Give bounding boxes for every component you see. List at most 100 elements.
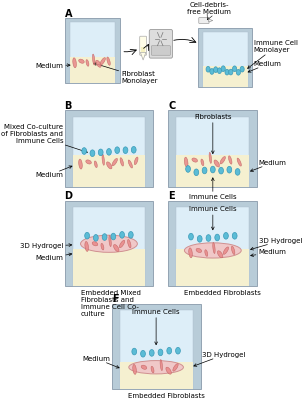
Circle shape (214, 67, 218, 72)
Circle shape (120, 232, 124, 238)
FancyBboxPatch shape (199, 18, 209, 23)
Text: Fibroblasts: Fibroblasts (194, 114, 232, 154)
Circle shape (206, 235, 211, 241)
Circle shape (107, 148, 111, 155)
Ellipse shape (107, 162, 112, 169)
Circle shape (128, 232, 133, 238)
Ellipse shape (134, 157, 138, 165)
Circle shape (219, 167, 223, 174)
Circle shape (123, 147, 128, 154)
Text: Medium: Medium (248, 61, 282, 72)
Text: Fibroblast
Monolayer: Fibroblast Monolayer (94, 63, 158, 84)
Circle shape (131, 146, 136, 153)
Circle shape (206, 66, 210, 72)
Bar (120, 310, 193, 389)
Text: Cell-debris-
free Medium: Cell-debris- free Medium (188, 2, 231, 15)
Ellipse shape (220, 156, 225, 164)
Ellipse shape (79, 159, 82, 169)
Bar (112, 304, 201, 389)
FancyBboxPatch shape (140, 36, 146, 55)
Circle shape (202, 167, 207, 174)
Ellipse shape (86, 60, 89, 66)
Bar (176, 155, 249, 186)
Ellipse shape (81, 235, 137, 252)
Text: Medium: Medium (251, 249, 287, 256)
Ellipse shape (151, 366, 154, 373)
Polygon shape (209, 19, 213, 22)
Circle shape (141, 350, 145, 357)
Ellipse shape (214, 160, 220, 167)
Circle shape (186, 166, 191, 172)
Ellipse shape (109, 236, 111, 246)
Circle shape (188, 233, 193, 240)
Bar (72, 248, 145, 286)
Circle shape (236, 70, 240, 75)
Ellipse shape (192, 158, 198, 162)
Ellipse shape (133, 364, 137, 374)
Bar (65, 110, 153, 186)
Text: Embedded Fibroblasts: Embedded Fibroblasts (185, 290, 261, 296)
Circle shape (229, 69, 233, 75)
Ellipse shape (96, 60, 101, 67)
Circle shape (82, 148, 87, 154)
Text: Immune Cells: Immune Cells (189, 206, 237, 230)
Circle shape (111, 233, 116, 240)
Text: 3D Hydrogel: 3D Hydrogel (20, 244, 72, 250)
Circle shape (85, 232, 89, 239)
Ellipse shape (127, 240, 131, 248)
Bar (176, 208, 249, 286)
Bar (176, 117, 249, 186)
FancyBboxPatch shape (149, 30, 172, 58)
Bar (72, 208, 145, 286)
Circle shape (90, 150, 95, 156)
Ellipse shape (166, 367, 171, 374)
Ellipse shape (112, 158, 117, 166)
Bar (65, 18, 120, 83)
Text: Embedded Mixed
Fibroblasts and
Immune Cell Co-
culture: Embedded Mixed Fibroblasts and Immune Ce… (81, 290, 140, 317)
Circle shape (93, 234, 98, 241)
Ellipse shape (189, 248, 192, 258)
Bar (198, 28, 252, 87)
Text: C: C (169, 100, 176, 110)
Ellipse shape (73, 58, 76, 68)
Circle shape (235, 168, 240, 175)
Text: F: F (112, 294, 118, 304)
Ellipse shape (92, 242, 98, 246)
Circle shape (175, 347, 180, 354)
Ellipse shape (129, 360, 183, 374)
Text: Medium: Medium (35, 63, 70, 69)
Text: Medium: Medium (35, 253, 72, 261)
Circle shape (149, 350, 154, 356)
Circle shape (232, 232, 237, 239)
Circle shape (225, 69, 229, 75)
Circle shape (233, 66, 237, 72)
Bar (72, 117, 145, 186)
Polygon shape (141, 47, 145, 52)
Ellipse shape (213, 242, 215, 254)
Ellipse shape (94, 161, 97, 168)
Text: B: B (65, 100, 72, 110)
Ellipse shape (185, 243, 241, 258)
Ellipse shape (120, 158, 124, 166)
Bar (70, 57, 115, 83)
Circle shape (115, 147, 120, 154)
Circle shape (102, 234, 107, 240)
Ellipse shape (86, 160, 92, 164)
Ellipse shape (209, 152, 211, 163)
Ellipse shape (92, 54, 95, 65)
Circle shape (221, 66, 225, 72)
Ellipse shape (205, 250, 208, 256)
Circle shape (197, 236, 202, 242)
Circle shape (194, 169, 199, 176)
Circle shape (210, 69, 214, 74)
Bar (70, 22, 115, 83)
Text: Immune Cells: Immune Cells (189, 178, 237, 200)
Ellipse shape (128, 160, 133, 168)
Circle shape (223, 232, 228, 239)
Text: Immune Cell
Monolayer: Immune Cell Monolayer (248, 40, 298, 68)
Ellipse shape (173, 364, 178, 371)
Bar (176, 248, 249, 286)
Ellipse shape (141, 365, 147, 369)
Polygon shape (140, 52, 146, 60)
Ellipse shape (100, 58, 105, 65)
